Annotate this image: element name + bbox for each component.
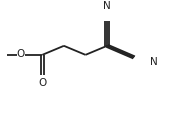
Text: N: N	[103, 1, 111, 11]
Text: O: O	[17, 49, 25, 59]
Text: O: O	[38, 78, 46, 88]
Text: N: N	[150, 57, 158, 67]
